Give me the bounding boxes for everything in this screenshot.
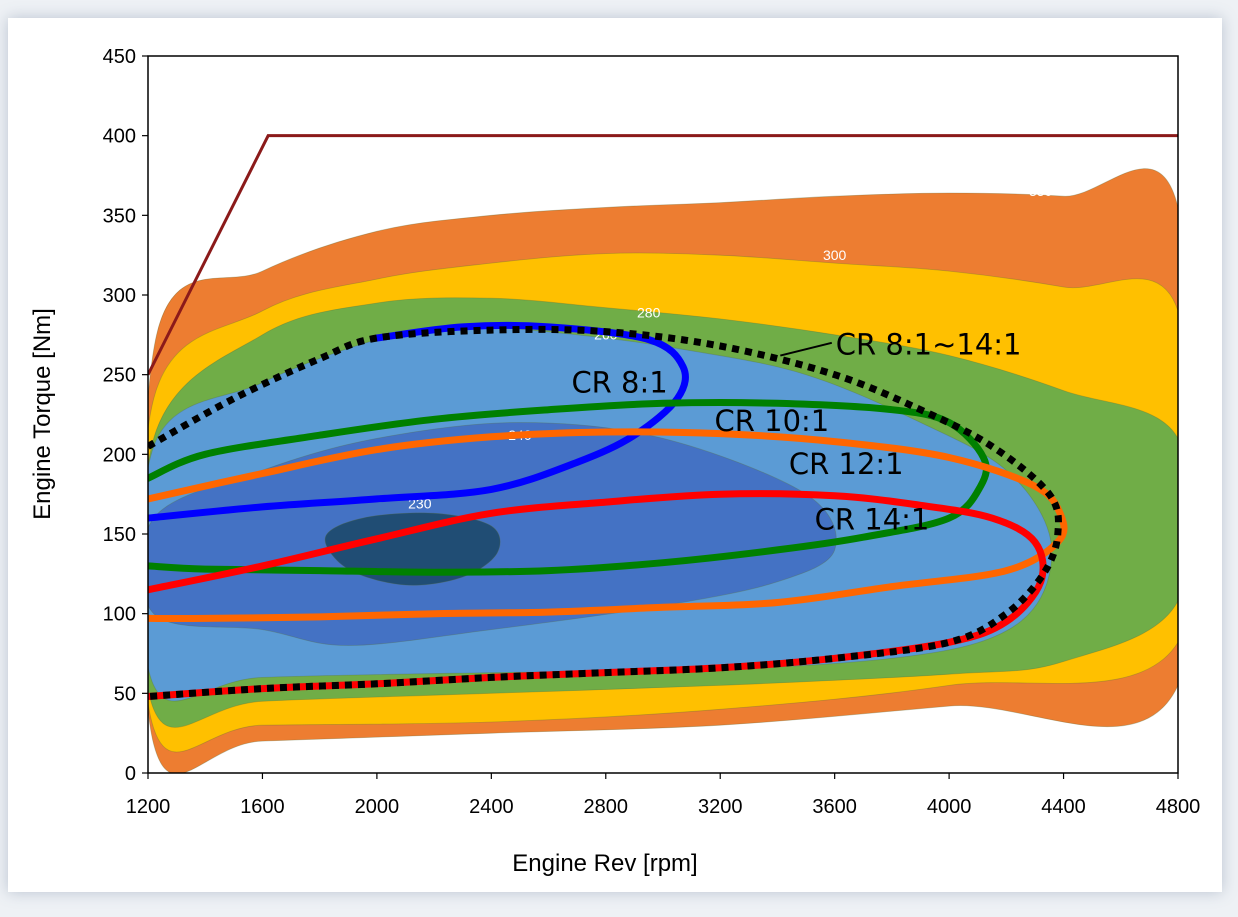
annotation-cr-8-1: CR 8:1	[571, 366, 667, 400]
y-tick-label: 350	[103, 205, 136, 227]
y-tick-label: 100	[103, 604, 136, 626]
y-tick-label: 400	[103, 126, 136, 148]
x-tick-label: 4400	[1041, 796, 1086, 818]
x-tick-label: 2400	[469, 796, 514, 818]
x-tick-label: 1600	[240, 796, 285, 818]
x-axis-title: Engine Rev [rpm]	[512, 850, 697, 877]
x-tick-label: 1200	[126, 796, 171, 818]
annotation-cr-14-1: CR 14:1	[815, 503, 930, 537]
contour-region-230	[324, 512, 501, 586]
y-tick-label: 0	[125, 763, 136, 785]
x-tick-label: 2800	[584, 796, 629, 818]
contour-label-300: 300	[823, 247, 847, 263]
plot-frame	[147, 55, 1179, 774]
chart-card: 350 300 280 260 240 230 1200 1600 2000 2400 2800 3…	[8, 18, 1222, 892]
annotation-cr-10-1: CR 10:1	[715, 404, 830, 438]
x-tick-label: 4800	[1156, 796, 1201, 818]
series-line-cr-10-1	[148, 399, 990, 576]
y-tick-label: 250	[103, 365, 136, 387]
series-line-cr-12-1	[148, 428, 1068, 623]
y-tick-label: 200	[103, 444, 136, 466]
x-tick-label: 3600	[812, 796, 857, 818]
contour-label-280: 280	[637, 304, 661, 320]
y-axis-title: Engine Torque [Nm]	[29, 308, 56, 520]
contour-label-350: 350	[1029, 183, 1053, 199]
y-tick-label: 50	[114, 683, 136, 705]
annotation-leader-cr-8-1-14-1	[780, 341, 833, 357]
y-tick-label: 300	[103, 285, 136, 307]
x-tick-label: 3200	[698, 796, 743, 818]
annotation-cr-8-1-14-1: CR 8:1~14:1	[836, 327, 1022, 361]
annotation-cr-12-1: CR 12:1	[789, 447, 904, 481]
series-line-cr-8-1	[148, 321, 689, 522]
series-line-cr-8-1-14-1	[148, 325, 1062, 700]
x-tick-label: 2000	[355, 796, 400, 818]
x-tick-label: 4000	[927, 796, 972, 818]
max-torque-line	[148, 134, 1178, 376]
y-tick-label: 150	[103, 524, 136, 546]
y-tick-label: 450	[103, 46, 136, 68]
